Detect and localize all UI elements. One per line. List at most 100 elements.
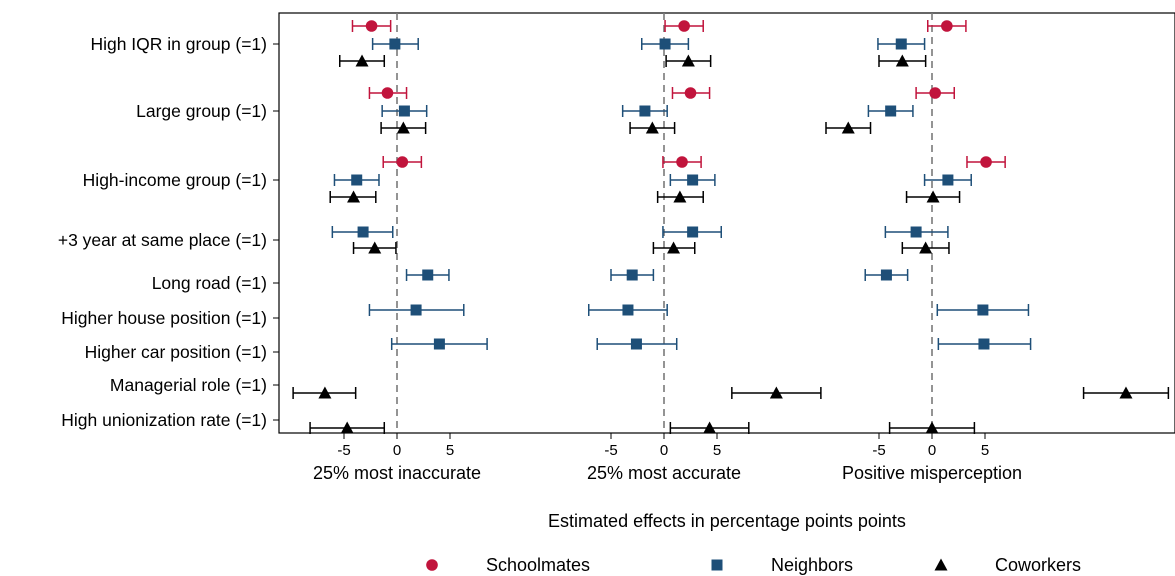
legend-label: Coworkers [995,555,1081,575]
estimate-coworkers [825,121,872,134]
marker-square [885,105,897,117]
marker-circle [980,156,992,168]
estimate-coworkers [309,421,386,434]
marker-triangle [1119,386,1133,399]
estimate-coworkers [352,241,397,254]
panel-layer: -5 0 5 25% most inaccurate -5 0 5 25% most accu… [313,13,1022,483]
marker-square [357,226,369,238]
marker-triangle [340,421,354,434]
legend-label: Schoolmates [486,555,590,575]
row-label: High unionization rate (=1) [61,410,267,430]
estimate-neighbors [864,269,909,281]
x-tick-label: 5 [981,442,989,459]
marker-circle [684,87,697,99]
marker-triangle [318,386,332,399]
panel-title: 25% most inaccurate [313,463,481,483]
marker-square [389,38,401,50]
estimate-coworkers [905,190,961,203]
x-tick-label: -5 [604,442,617,459]
marker-square [687,226,699,238]
marker-square [659,38,671,50]
estimate-neighbors [610,269,655,281]
estimate-neighbors [381,105,428,117]
row-label: Long road (=1) [152,273,267,293]
marker-triangle [895,54,909,67]
estimate-schoolmates [351,20,392,32]
estimate-schoolmates [368,87,408,99]
x-tick-label: 5 [446,442,454,459]
marker-triangle [919,241,933,254]
marker-layer [292,20,1170,434]
row-label: High-income group (=1) [83,170,267,190]
marker-triangle [926,190,940,203]
legend-item-coworkers: Coworkers [934,555,1081,575]
estimate-schoolmates [662,156,702,168]
estimate-coworkers [629,121,676,134]
marker-square [687,174,699,186]
estimate-neighbors [333,174,380,186]
marker-square [711,559,723,571]
row-label: Higher house position (=1) [61,308,267,328]
estimate-coworkers [731,386,822,399]
marker-square [639,105,651,117]
estimate-neighbors [405,269,450,281]
marker-triangle [368,241,382,254]
marker-triangle [355,54,369,67]
estimate-neighbors [923,174,972,186]
x-tick-label: -5 [872,442,885,459]
marker-square [910,226,922,238]
estimate-schoolmates [382,156,423,168]
marker-circle [676,156,688,168]
marker-circle [426,559,438,571]
marker-triangle [645,121,659,134]
marker-triangle [934,558,948,571]
marker-square [978,338,990,350]
estimate-neighbors [371,38,419,50]
estimate-coworkers [1082,386,1170,399]
marker-square [622,304,634,316]
estimate-coworkers [329,190,377,203]
marker-triangle [673,190,687,203]
estimate-neighbors [937,338,1032,350]
x-axis-label: Estimated effects in percentage points p… [548,511,906,531]
estimate-neighbors [587,304,668,316]
marker-square [626,269,638,281]
estimate-coworkers [656,190,704,203]
estimate-neighbors [331,226,394,238]
marker-circle [929,87,941,99]
x-tick-label: 5 [713,442,721,459]
marker-triangle [841,121,855,134]
estimate-neighbors [669,174,716,186]
marker-square [410,304,422,316]
estimate-schoolmates [915,87,956,99]
panel-title: 25% most accurate [587,463,741,483]
estimate-neighbors [884,226,949,238]
marker-square [433,338,445,350]
estimate-coworkers [888,421,976,434]
marker-triangle [667,241,681,254]
marker-square [351,174,363,186]
plot-frame [278,12,1175,434]
estimate-neighbors [621,105,668,117]
row-label: High IQR in group (=1) [90,34,267,54]
x-tick-label: 0 [660,442,668,459]
legend-item-neighbors: Neighbors [711,555,853,575]
estimate-coworkers [652,241,696,254]
estimate-schoolmates [664,20,704,32]
marker-triangle [769,386,783,399]
x-tick-label: -5 [337,442,350,459]
marker-square [398,105,410,117]
estimate-coworkers [901,241,950,254]
estimate-coworkers [878,54,927,67]
row-label: Higher car position (=1) [85,342,267,362]
estimate-coworkers [669,421,750,434]
marker-circle [396,156,409,168]
marker-square [942,174,954,186]
row-label-layer: High IQR in group (=1) Large group (=1) Hi… [58,34,279,430]
marker-triangle [396,121,410,134]
estimate-neighbors [877,38,926,50]
estimate-neighbors [368,304,465,316]
x-tick-label: 0 [928,442,936,459]
marker-square [977,304,989,316]
